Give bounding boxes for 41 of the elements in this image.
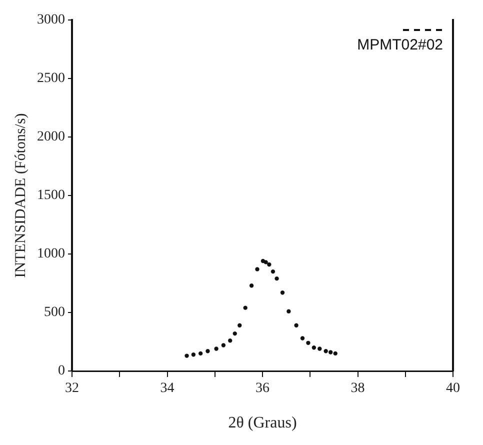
point bbox=[243, 306, 248, 310]
point bbox=[232, 331, 237, 336]
point bbox=[286, 309, 291, 314]
point bbox=[249, 283, 254, 288]
x-tick-label: 32 bbox=[65, 381, 79, 396]
point bbox=[324, 349, 328, 354]
x-tick-label: 38 bbox=[350, 381, 365, 396]
legend-label: MPMT02#02 bbox=[357, 36, 444, 54]
point bbox=[238, 323, 242, 328]
point bbox=[206, 349, 210, 354]
point bbox=[184, 354, 189, 358]
x-tick-label: 36 bbox=[256, 381, 270, 396]
point bbox=[280, 290, 285, 295]
point bbox=[214, 346, 218, 351]
point bbox=[221, 343, 226, 348]
y-tick-label: 0 bbox=[58, 364, 65, 379]
x-tick-label: 34 bbox=[160, 381, 174, 396]
y-tick-label: 500 bbox=[44, 305, 65, 320]
point bbox=[274, 276, 279, 281]
x-axis-title: 2θ (Graus) bbox=[228, 414, 297, 432]
y-tick-label: 2000 bbox=[37, 130, 65, 145]
y-tick-label: 1000 bbox=[37, 246, 65, 262]
point bbox=[318, 346, 322, 351]
point bbox=[328, 350, 333, 354]
y-tick-label: 3000 bbox=[37, 12, 65, 28]
point bbox=[333, 351, 338, 356]
point bbox=[198, 351, 203, 356]
x-tick-label: 40 bbox=[446, 381, 460, 396]
point bbox=[228, 338, 232, 343]
point bbox=[255, 267, 260, 272]
point bbox=[267, 262, 272, 267]
y-tick-label: 2500 bbox=[37, 71, 65, 86]
point bbox=[312, 346, 316, 350]
point bbox=[294, 323, 298, 328]
point bbox=[264, 260, 268, 264]
point bbox=[191, 352, 196, 357]
y-tick-label: 1500 bbox=[37, 188, 65, 204]
y-axis-title: INTENSIDADE (Fótons/s) bbox=[12, 113, 29, 278]
point bbox=[300, 336, 305, 340]
point bbox=[306, 340, 310, 346]
point bbox=[270, 269, 276, 274]
